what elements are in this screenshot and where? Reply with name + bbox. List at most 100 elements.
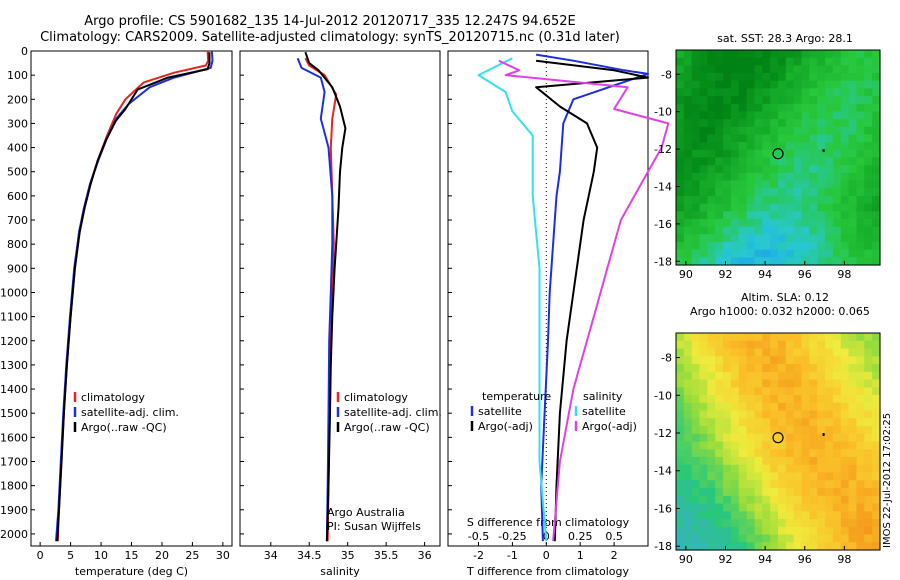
panel-1-xtick-label: 34 <box>264 549 278 562</box>
sla-map-cell <box>754 426 763 435</box>
sla-map-cell <box>848 387 857 396</box>
sst-map-cell <box>723 65 732 74</box>
sla-map-cell <box>746 464 755 474</box>
sla-map-cell <box>809 511 818 520</box>
sla-map-cell <box>730 433 740 443</box>
sst-map-cell <box>770 188 779 197</box>
sst-map-cell <box>730 65 740 74</box>
depth-tick-label: 1700 <box>0 455 28 468</box>
sla-map-cell <box>785 526 795 536</box>
sla-map-cell <box>730 503 740 512</box>
sst-map-cell <box>770 180 779 189</box>
sst-map-title: sat. SST: 28.3 Argo: 28.1 <box>717 32 853 45</box>
panel-1-series-1-line <box>296 57 334 542</box>
sla-map-cell <box>785 449 795 458</box>
sla-map-cell <box>707 464 716 474</box>
sla-map-cell <box>801 371 810 381</box>
sla-map-cell <box>832 449 842 458</box>
sla-map-cell <box>691 472 701 481</box>
sst-map-cell <box>864 218 873 228</box>
sst-map-cell <box>715 103 724 113</box>
sst-map-cell <box>715 88 724 97</box>
sst-map-cell <box>770 126 779 136</box>
panel-2-series-2-line <box>477 57 548 542</box>
sst-map-cell <box>676 73 685 82</box>
sst-map-cell <box>793 180 803 189</box>
sst-map-cell <box>683 126 693 136</box>
sla-map-cell <box>770 426 779 435</box>
sla-map-cell <box>707 449 716 458</box>
sla-map-cell <box>785 464 795 474</box>
sst-map-cell <box>715 242 724 251</box>
sla-map-cell <box>840 364 850 373</box>
sla-map-cell <box>683 441 693 450</box>
sla-map-cell <box>691 449 701 458</box>
sst-map-cell <box>809 126 818 136</box>
sst-map-cell <box>864 57 873 66</box>
panel-0-legend-0-label: climatology <box>81 391 145 404</box>
sla-map-cell <box>872 526 881 536</box>
sla-map-cell <box>699 480 708 489</box>
sst-map-cell <box>746 257 755 266</box>
sla-map-cell <box>856 526 865 536</box>
sst-map-cell <box>825 73 834 82</box>
sst-map-cell <box>809 165 818 174</box>
panel-0-xtick-label: 30 <box>216 549 230 562</box>
sst-map-xtick-label: 96 <box>798 268 812 281</box>
sst-map-cell <box>785 142 795 151</box>
sst-map-cell <box>817 134 826 143</box>
sst-map-cell <box>778 218 787 228</box>
legend-temperature-title: temperature <box>482 390 551 403</box>
sst-map-cell <box>785 119 795 128</box>
sst-map-cell <box>683 188 693 197</box>
sst-map-cell <box>848 211 857 220</box>
sst-map-cell <box>785 257 795 266</box>
sla-map-cell <box>856 340 865 350</box>
panel-1-xtick-label: 36 <box>418 549 432 562</box>
sst-map-cell <box>770 73 779 82</box>
sla-map-cell <box>817 356 826 365</box>
sst-map-cell <box>809 218 818 228</box>
sla-map-cell <box>856 495 865 505</box>
sla-map-cell <box>793 441 803 450</box>
sst-map-cell <box>840 180 850 189</box>
panel-0-xtick-label: 20 <box>155 549 169 562</box>
sla-map-cell <box>778 511 787 520</box>
sla-map-cell <box>723 371 732 381</box>
sst-map-cell <box>793 226 803 235</box>
sla-map-cell <box>817 410 826 419</box>
sla-map-cell <box>801 495 810 505</box>
sst-map-cell <box>856 96 865 105</box>
sst-map-cell <box>793 218 803 228</box>
sla-map-cell <box>832 495 842 505</box>
sst-map-cell <box>699 149 708 159</box>
sst-map-ytick-label: -18 <box>654 255 672 268</box>
sst-map-cell <box>715 111 724 120</box>
sst-map-cell <box>754 188 763 197</box>
sla-map-cell <box>762 457 771 466</box>
sla-map-cell <box>762 410 771 419</box>
sla-map-cell <box>707 348 716 357</box>
sst-map-cell <box>872 165 881 174</box>
sst-map-cell <box>770 165 779 174</box>
sst-map-cell <box>730 211 740 220</box>
sla-map-cell <box>817 449 826 458</box>
sla-map-cell <box>691 495 701 505</box>
sla-map-cell <box>848 395 857 404</box>
sst-map-cell <box>778 257 787 266</box>
sla-map-cell <box>738 379 748 388</box>
sst-argo-location-marker <box>772 148 784 160</box>
panel-0-series-2-line <box>56 52 211 542</box>
sst-map-cell <box>691 149 701 159</box>
sla-map-cell <box>723 348 732 357</box>
sst-map-cell <box>848 88 857 97</box>
sla-map-cell <box>809 364 818 373</box>
sla-map-cell <box>699 340 708 350</box>
sla-map-cell <box>730 534 740 543</box>
sst-map-cell <box>817 142 826 151</box>
sla-map-cell <box>699 426 708 435</box>
sla-map-cell <box>809 464 818 474</box>
sla-map-cell <box>770 495 779 505</box>
sst-map-cell <box>683 195 693 205</box>
sst-map-cell <box>872 111 881 120</box>
